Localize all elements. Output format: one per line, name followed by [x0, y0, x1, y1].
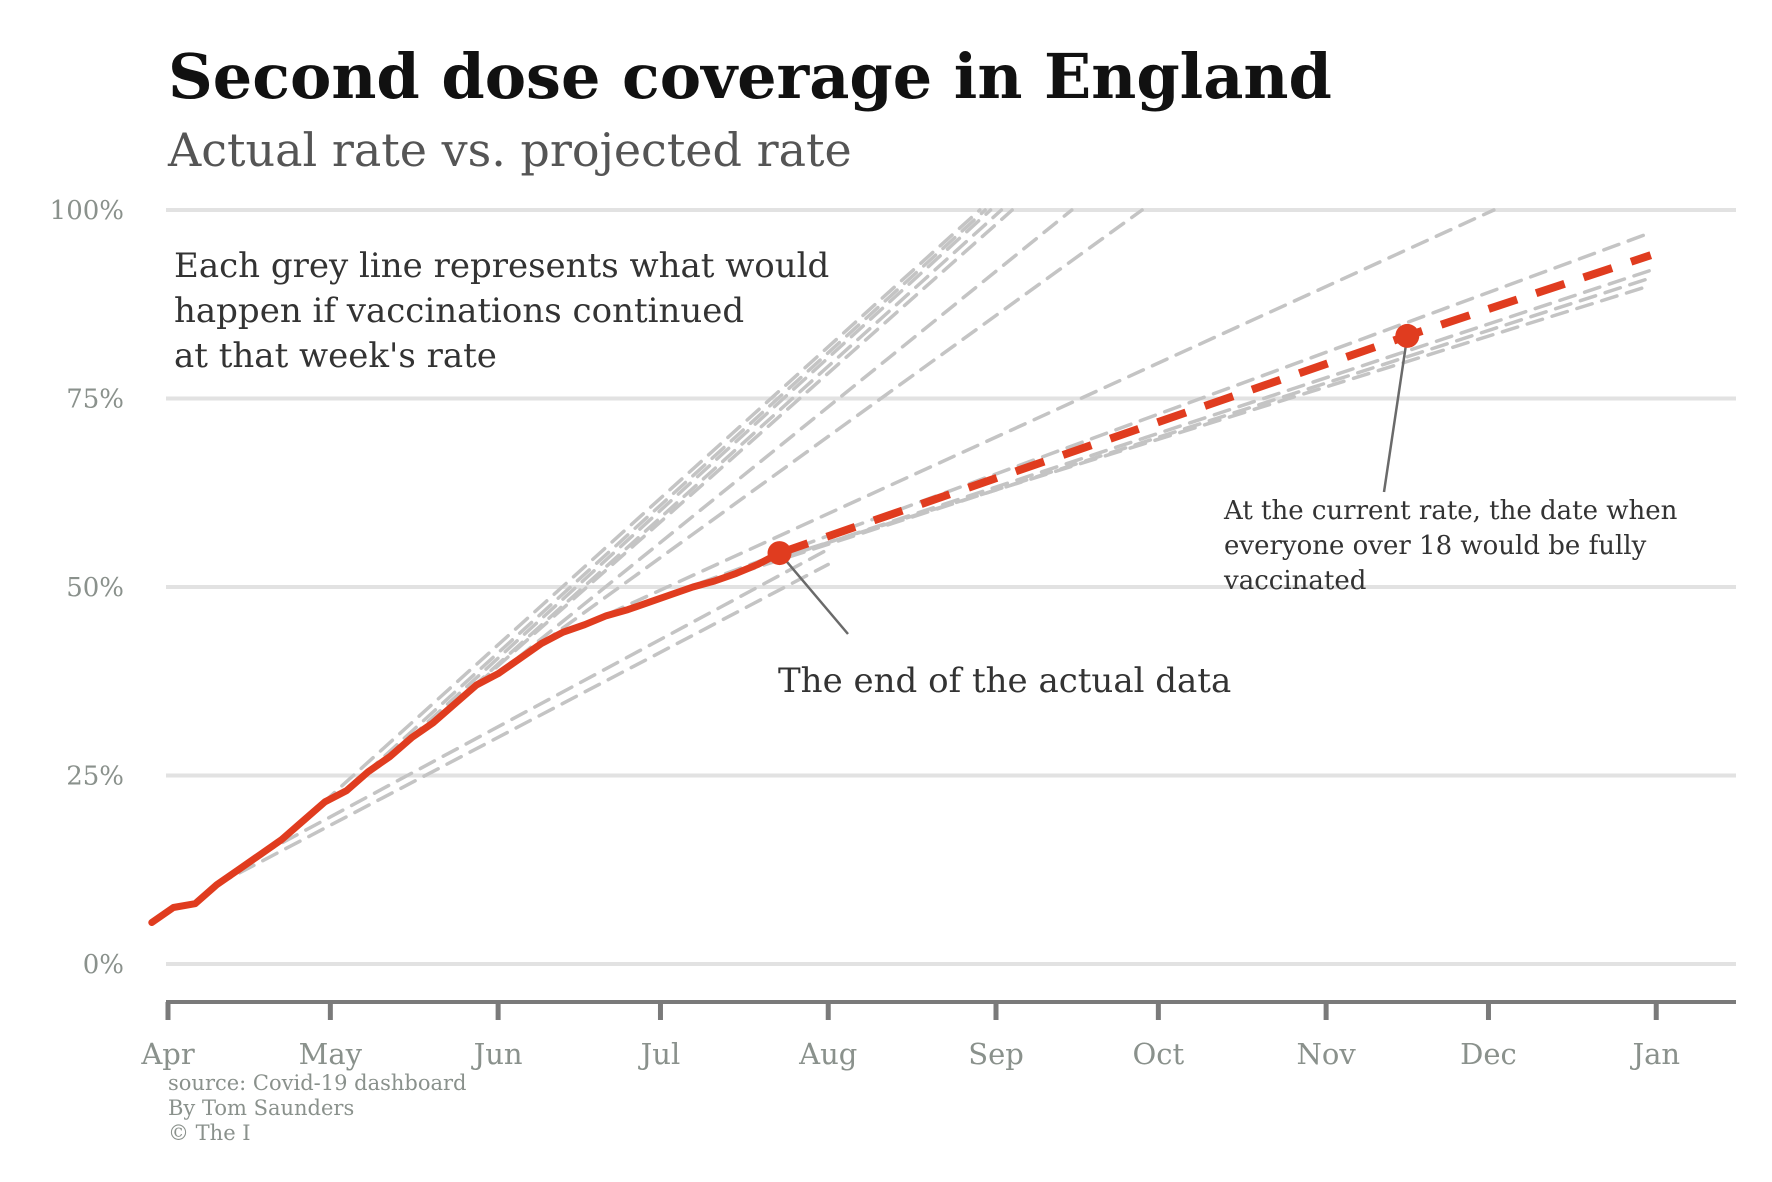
x-tick-label: Apr	[140, 1037, 195, 1071]
current-rate-leader-line	[1382, 335, 1409, 493]
actual-coverage-line	[148, 549, 783, 926]
projection-line	[582, 208, 1496, 627]
x-tick-label: Aug	[798, 1037, 857, 1071]
x-tick-label: Jan	[1629, 1037, 1680, 1071]
annotations: Each grey line represents what would happ…	[174, 246, 1678, 701]
x-tick-label: Oct	[1133, 1037, 1185, 1071]
x-tick-label: May	[299, 1037, 363, 1071]
grey-lines-note-line: Each grey line represents what would	[174, 246, 829, 286]
y-tick-label: 50%	[66, 573, 124, 603]
projection-line	[301, 208, 982, 823]
chart-title: Second dose coverage in England	[168, 40, 1332, 113]
y-tick-label: 100%	[50, 196, 124, 226]
x-tick-label: Sep	[968, 1037, 1024, 1071]
y-axis-ticks: 0% 25% 50% 75% 100%	[50, 196, 124, 980]
projection-line	[496, 208, 1074, 676]
end-of-actual-marker	[767, 541, 792, 566]
projection-line	[258, 547, 830, 857]
grey-lines-note-line: at that week's rate	[174, 336, 497, 376]
projection-line	[756, 283, 1653, 567]
grey-lines-note: Each grey line represents what would happ…	[174, 246, 829, 376]
credit-line: By Tom Saunders	[168, 1096, 354, 1120]
projection-line	[344, 208, 987, 793]
y-tick-label: 25%	[66, 762, 124, 792]
projection-line	[214, 562, 830, 887]
grey-lines-note-line: happen if vaccinations continued	[174, 291, 744, 331]
current-rate-note-line: At the current rate, the date when	[1223, 496, 1678, 526]
projection-line	[431, 208, 1004, 725]
credit-line: source: Covid-19 dashboard	[168, 1071, 467, 1095]
y-tick-label: 75%	[66, 385, 124, 415]
chart-subtitle: Actual rate vs. projected rate	[167, 123, 852, 177]
y-tick-label: 0%	[83, 950, 124, 980]
x-axis: Apr May Jun Jul Aug Sep Oct Nov Dec Jan	[140, 1000, 1736, 1071]
credit-line: © The I	[168, 1121, 251, 1145]
x-tick-label: Nov	[1297, 1037, 1357, 1071]
x-tick-label: Dec	[1460, 1037, 1517, 1071]
projection-line	[474, 208, 1014, 687]
current-rate-note-line: vaccinated	[1223, 566, 1366, 596]
current-rate-note-line: everyone over 18 would be fully	[1224, 531, 1647, 561]
x-tick-label: Jun	[471, 1037, 523, 1071]
projected-completion-marker	[1395, 323, 1420, 348]
x-tick-label: Jul	[638, 1037, 681, 1071]
current-rate-note: At the current rate, the date when everyo…	[1223, 496, 1678, 596]
end-of-data-leader-line	[778, 552, 849, 635]
projection-line	[388, 208, 993, 759]
end-of-data-note: The end of the actual data	[778, 661, 1231, 701]
projection-line	[539, 208, 1144, 646]
